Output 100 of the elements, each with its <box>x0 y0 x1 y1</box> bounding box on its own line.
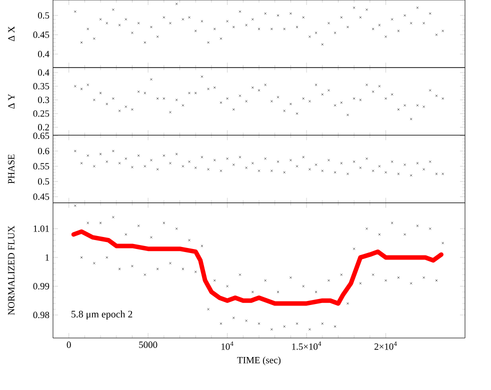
point <box>428 12 432 15</box>
y-tick-label: 0.25 <box>33 110 50 117</box>
point <box>86 222 90 224</box>
point <box>194 30 197 32</box>
point <box>175 2 178 6</box>
point <box>283 171 286 174</box>
point <box>213 279 216 282</box>
x-tick-label: 1.5×10$^{4}$ <box>292 342 322 350</box>
point <box>156 268 159 270</box>
point <box>352 97 356 100</box>
point <box>86 28 90 30</box>
point <box>435 279 438 282</box>
y-tick-label: 0.4 <box>38 69 50 76</box>
point <box>264 157 267 160</box>
point <box>296 112 298 115</box>
point <box>80 88 83 90</box>
point <box>302 97 305 100</box>
point <box>435 172 438 176</box>
point <box>378 233 381 236</box>
point <box>200 156 204 158</box>
y-tick-label: 1.01 <box>34 225 49 232</box>
point <box>334 104 336 107</box>
point <box>372 28 374 30</box>
point <box>194 270 197 274</box>
point <box>162 222 166 224</box>
point <box>359 98 362 102</box>
point <box>200 75 204 78</box>
y-tick-label: 0.35 <box>33 82 50 90</box>
point <box>106 256 108 259</box>
point <box>340 16 343 19</box>
point <box>238 156 242 158</box>
point <box>397 108 400 111</box>
point <box>124 233 128 236</box>
y-tick-label: 0.2 <box>38 124 49 130</box>
point <box>359 16 362 19</box>
point <box>283 28 286 30</box>
point <box>264 279 267 282</box>
point <box>124 157 128 160</box>
point <box>144 92 146 94</box>
point <box>334 325 336 328</box>
point <box>156 97 159 100</box>
point <box>276 290 280 294</box>
point <box>258 322 260 325</box>
point <box>302 16 305 19</box>
y-axis-title: PHASE <box>8 154 14 184</box>
point <box>390 222 394 224</box>
y-tick-label: 0.45 <box>33 193 50 200</box>
x-axis-title: TIME (sec) <box>237 356 281 366</box>
point <box>321 93 324 96</box>
y-tick-label: 0.98 <box>33 312 50 318</box>
point <box>314 290 318 294</box>
y-tick-label: 0.5 <box>38 12 50 19</box>
point <box>162 16 166 19</box>
point <box>99 92 102 94</box>
y-tick-label: 0.3 <box>38 96 50 104</box>
y-axis-title: NORMALIZED FLUX <box>8 226 14 315</box>
point <box>137 154 140 157</box>
point <box>194 92 197 94</box>
y-axis-title: Δ Y <box>8 94 14 109</box>
point <box>321 43 324 46</box>
y-tick-label: 0.4 <box>38 50 50 58</box>
point <box>334 171 336 174</box>
point <box>86 154 90 157</box>
point <box>213 86 216 89</box>
point <box>296 26 298 28</box>
point <box>106 102 108 106</box>
point <box>296 322 298 325</box>
point <box>232 316 235 320</box>
point <box>410 282 412 285</box>
x-tick-label: 10$^{4}$ <box>222 342 234 350</box>
point <box>238 10 242 13</box>
point <box>182 104 184 107</box>
point <box>220 101 222 104</box>
point <box>410 174 412 177</box>
point <box>276 14 280 17</box>
point <box>118 268 121 270</box>
point <box>416 104 419 107</box>
y-tick-label: 1 <box>46 254 49 261</box>
point <box>264 12 267 15</box>
point <box>175 98 178 102</box>
y-tick-label: 0.6 <box>38 148 50 154</box>
x-tick-label: 5000 <box>139 342 158 348</box>
point <box>390 93 394 96</box>
point <box>340 101 343 104</box>
point <box>144 41 146 44</box>
x-tick-label: 2×10$^{4}$ <box>374 342 397 350</box>
y-tick-label: 0.65 <box>33 132 50 140</box>
y-axis-title: Δ X <box>8 26 14 42</box>
point <box>220 322 222 325</box>
y-tick-label: 0.99 <box>33 283 50 290</box>
point <box>175 152 178 156</box>
point <box>162 154 166 157</box>
point <box>321 322 324 325</box>
point <box>378 24 381 26</box>
point <box>162 97 166 100</box>
point <box>99 152 102 156</box>
point <box>397 276 400 279</box>
point <box>80 256 83 259</box>
point <box>302 156 305 158</box>
point <box>200 244 204 248</box>
